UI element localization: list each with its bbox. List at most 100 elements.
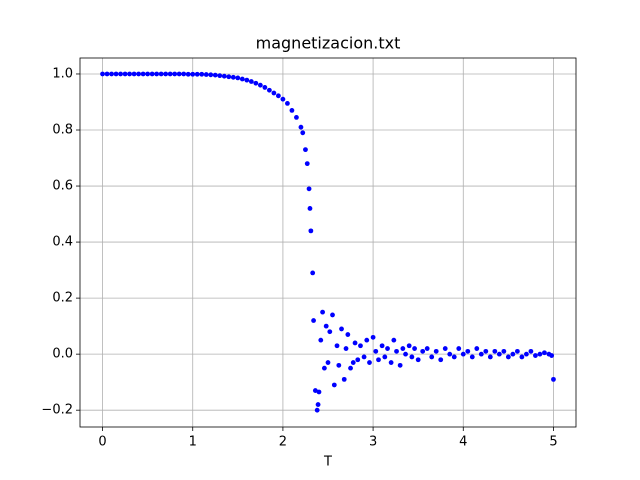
point (109, 71, 114, 77)
point (394, 348, 399, 354)
point (348, 365, 353, 371)
point (519, 354, 525, 360)
point (510, 351, 516, 357)
point (376, 357, 381, 363)
point (542, 350, 547, 356)
point (501, 348, 507, 354)
point (311, 318, 316, 323)
point (364, 337, 370, 343)
y-tick-label: 0.0 (52, 347, 73, 362)
point (230, 74, 236, 80)
point (312, 388, 318, 393)
point (469, 354, 475, 360)
point (212, 72, 218, 78)
point (190, 71, 196, 77)
x-axis-label: T (323, 455, 332, 470)
y-tick-label: −0.2 (41, 403, 73, 418)
point (167, 71, 173, 77)
point (379, 343, 385, 349)
point (104, 71, 110, 77)
point (343, 346, 349, 351)
point (208, 72, 214, 78)
point (136, 71, 142, 77)
point (528, 348, 534, 354)
point (400, 346, 406, 351)
point (306, 186, 312, 192)
point (474, 346, 480, 351)
point (248, 79, 254, 84)
point (244, 77, 250, 83)
point (345, 332, 351, 337)
point (203, 72, 209, 77)
y-tick-label: 0.4 (52, 235, 73, 250)
point (199, 71, 205, 77)
point (194, 71, 200, 77)
point (460, 351, 466, 357)
point (118, 71, 123, 77)
point (325, 360, 331, 365)
point (451, 354, 457, 360)
point (323, 323, 329, 329)
point (257, 82, 263, 88)
point (131, 71, 137, 77)
point (176, 71, 182, 77)
point (409, 354, 415, 360)
y-tick-label: 0.2 (52, 291, 73, 306)
x-tick-label: 4 (459, 435, 467, 450)
point (163, 71, 169, 77)
point (373, 348, 379, 354)
point (391, 337, 397, 343)
point (285, 100, 290, 106)
point (185, 71, 191, 77)
point (253, 80, 259, 86)
point (100, 71, 105, 77)
point (154, 71, 160, 77)
point (315, 402, 321, 407)
point (262, 85, 268, 90)
point (181, 71, 187, 77)
point (403, 351, 408, 357)
point (350, 360, 356, 365)
point (420, 348, 426, 354)
point (122, 71, 128, 77)
x-tick-label: 5 (549, 435, 557, 450)
point (320, 309, 325, 315)
point (487, 354, 493, 360)
point (318, 337, 324, 343)
point (433, 348, 439, 354)
point (367, 360, 372, 365)
point (382, 354, 388, 360)
point (289, 107, 295, 113)
point (483, 348, 489, 354)
point (310, 270, 316, 276)
plot-frame (79, 57, 577, 428)
point (352, 340, 358, 346)
y-tick-label: 0.6 (52, 179, 73, 194)
point (514, 348, 520, 354)
x-tick-label: 0 (98, 435, 106, 450)
point (158, 71, 164, 77)
point (145, 71, 151, 77)
point (412, 346, 417, 351)
point (537, 351, 543, 357)
point (336, 362, 342, 368)
point (304, 161, 310, 167)
point (221, 73, 227, 79)
point (298, 124, 304, 130)
point (438, 357, 444, 363)
point (330, 312, 335, 318)
point (496, 351, 502, 357)
point (447, 351, 453, 357)
y-tick-label: 1.0 (52, 66, 73, 81)
point (226, 74, 232, 80)
x-tick-label: 1 (189, 435, 197, 450)
point (465, 348, 471, 354)
point (172, 71, 178, 77)
point (339, 326, 344, 332)
x-tick-label: 2 (279, 435, 287, 450)
point (456, 346, 462, 351)
point (549, 353, 555, 358)
point (266, 87, 272, 93)
